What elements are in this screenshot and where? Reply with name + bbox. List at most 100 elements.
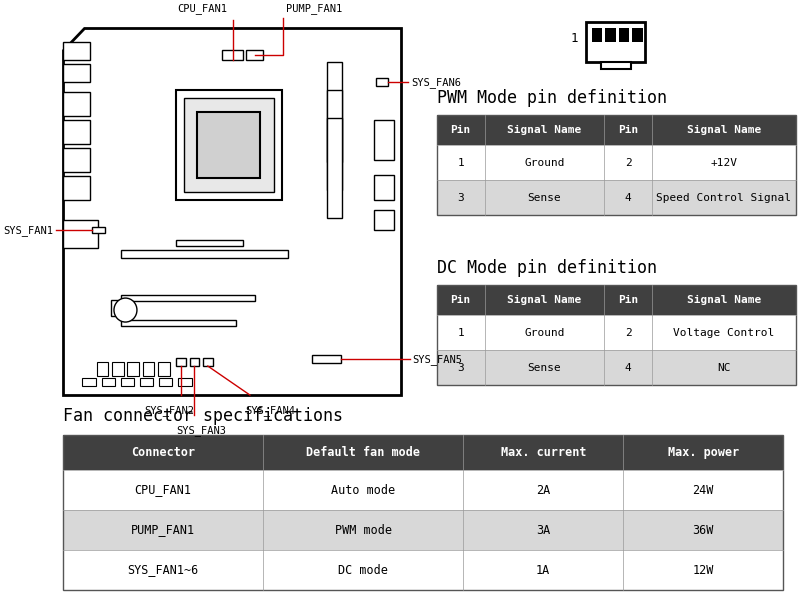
Bar <box>176 358 186 366</box>
Bar <box>604 28 615 42</box>
Text: SYS_FAN1~6: SYS_FAN1~6 <box>127 563 199 577</box>
Bar <box>183 98 273 192</box>
Text: CPU_FAN1: CPU_FAN1 <box>135 483 191 497</box>
Bar <box>603 350 651 385</box>
Bar <box>63 64 90 82</box>
Bar <box>436 285 795 385</box>
Bar <box>311 355 341 363</box>
Bar <box>436 315 484 350</box>
Bar <box>631 28 642 42</box>
Text: Signal Name: Signal Name <box>507 125 581 135</box>
Bar <box>263 470 463 510</box>
Text: SYS_FAN5: SYS_FAN5 <box>412 353 462 364</box>
Text: 2A: 2A <box>535 483 550 497</box>
Bar <box>197 112 260 178</box>
Bar <box>603 145 651 180</box>
Text: 2: 2 <box>624 157 631 168</box>
Bar <box>222 50 243 60</box>
Text: SYS_FAN6: SYS_FAN6 <box>410 77 460 88</box>
Bar <box>63 550 263 590</box>
Bar <box>463 435 623 470</box>
Polygon shape <box>63 28 401 395</box>
Bar <box>623 510 783 550</box>
Bar <box>326 118 341 218</box>
Text: +12V: +12V <box>710 157 736 168</box>
Bar <box>651 315 795 350</box>
Bar <box>603 180 651 215</box>
Bar <box>63 220 97 248</box>
Bar <box>139 378 153 386</box>
Bar <box>92 227 105 233</box>
Text: 1A: 1A <box>535 563 550 577</box>
Bar <box>600 62 630 69</box>
Bar <box>603 315 651 350</box>
Bar <box>484 350 603 385</box>
Bar <box>263 435 463 470</box>
Text: Fan connector specifications: Fan connector specifications <box>63 407 343 425</box>
Bar <box>651 145 795 180</box>
Bar <box>121 250 288 258</box>
Bar <box>651 350 795 385</box>
Text: PWM mode: PWM mode <box>334 523 391 537</box>
Text: Default fan mode: Default fan mode <box>306 446 420 459</box>
Bar <box>176 240 243 246</box>
Bar <box>246 50 263 60</box>
Bar <box>618 28 629 42</box>
Bar <box>374 210 393 230</box>
Bar <box>178 378 191 386</box>
Text: CPU_FAN1: CPU_FAN1 <box>177 3 227 14</box>
Bar <box>159 378 172 386</box>
Bar <box>63 148 90 172</box>
Bar <box>97 362 108 376</box>
Text: Auto mode: Auto mode <box>331 483 395 497</box>
Bar <box>603 285 651 315</box>
Bar <box>603 115 651 145</box>
Bar <box>101 378 115 386</box>
Bar <box>374 120 393 160</box>
Bar <box>63 435 783 590</box>
Text: Max. power: Max. power <box>667 446 738 459</box>
Text: PUMP_FAN1: PUMP_FAN1 <box>131 523 195 537</box>
Text: SYS_FAN3: SYS_FAN3 <box>176 425 226 436</box>
Text: 1: 1 <box>457 157 463 168</box>
Bar <box>326 62 341 162</box>
Bar <box>82 378 96 386</box>
Bar <box>111 300 127 316</box>
Bar <box>623 470 783 510</box>
Bar <box>651 285 795 315</box>
Bar <box>176 90 281 200</box>
Text: NC: NC <box>716 362 730 373</box>
Text: Speed Control Signal: Speed Control Signal <box>655 192 791 203</box>
Text: Signal Name: Signal Name <box>686 125 760 135</box>
Bar <box>143 362 154 376</box>
Text: Max. current: Max. current <box>500 446 586 459</box>
Bar <box>651 180 795 215</box>
Text: SYS_FAN1: SYS_FAN1 <box>3 224 54 235</box>
Bar <box>436 180 484 215</box>
Text: Voltage Control: Voltage Control <box>672 327 774 338</box>
Text: 4: 4 <box>624 362 631 373</box>
Bar <box>63 510 263 550</box>
Text: Ground: Ground <box>523 157 564 168</box>
Bar <box>463 470 623 510</box>
Bar <box>190 358 199 366</box>
Bar <box>436 285 484 315</box>
Text: 12W: 12W <box>692 563 713 577</box>
Text: Pin: Pin <box>617 125 637 135</box>
Text: 1: 1 <box>570 31 577 45</box>
Bar <box>484 145 603 180</box>
Bar <box>263 510 463 550</box>
Text: Ground: Ground <box>523 327 564 338</box>
Circle shape <box>114 298 137 322</box>
Bar <box>121 295 255 301</box>
Text: DC mode: DC mode <box>338 563 388 577</box>
Text: PUMP_FAN1: PUMP_FAN1 <box>286 3 342 14</box>
Bar <box>374 175 393 200</box>
Bar <box>63 435 263 470</box>
Text: 4: 4 <box>624 192 631 203</box>
Text: 36W: 36W <box>692 523 713 537</box>
Text: Pin: Pin <box>617 295 637 305</box>
Text: Sense: Sense <box>527 362 560 373</box>
Bar <box>63 470 263 510</box>
Bar <box>463 550 623 590</box>
